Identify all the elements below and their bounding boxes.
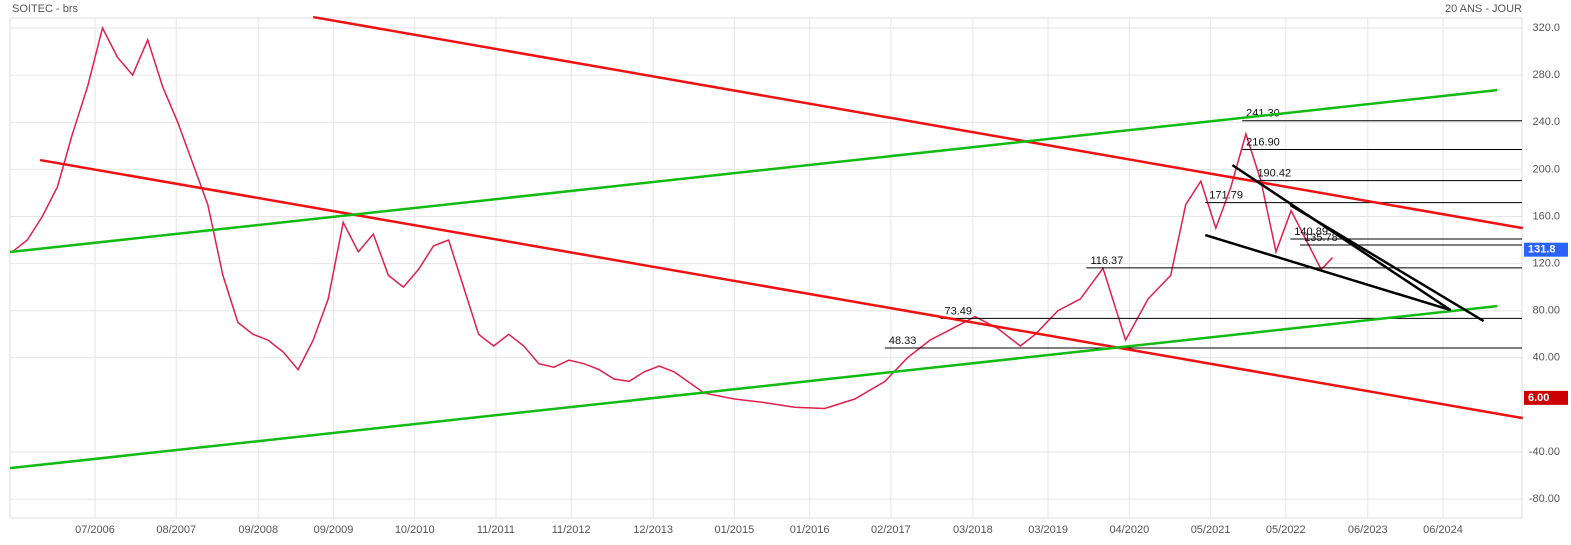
trend-line xyxy=(1231,164,1452,312)
x-tick-label: 07/2006 xyxy=(75,524,115,536)
trend-line xyxy=(1204,233,1451,312)
x-tick-label: 01/2015 xyxy=(715,524,755,536)
x-tick-label: 04/2020 xyxy=(1109,524,1149,536)
x-tick-label: 11/2011 xyxy=(477,524,515,536)
y-tick-label: -80.00 xyxy=(1529,493,1560,505)
price-line xyxy=(11,25,1333,410)
x-tick-label: 01/2016 xyxy=(790,524,830,536)
trend-line xyxy=(1289,203,1485,323)
x-tick-label: 05/2021 xyxy=(1191,524,1231,536)
trend-line xyxy=(39,158,1523,420)
trend-line xyxy=(312,15,1523,230)
level-label: 190.42 xyxy=(1257,168,1291,180)
chart-subtitle: 20 ANS - JOUR xyxy=(1445,3,1522,15)
y-tick-label: 120.0 xyxy=(1532,257,1560,269)
x-tick-label: 09/2009 xyxy=(314,524,354,536)
x-tick-label: 11/2012 xyxy=(552,524,591,536)
x-tick-label: 10/2010 xyxy=(395,524,435,536)
price-tag-label: 6.00 xyxy=(1528,392,1549,404)
x-tick-label: 08/2007 xyxy=(156,524,196,536)
level-label: 135.78 xyxy=(1304,232,1338,244)
y-tick-label: 40.00 xyxy=(1532,352,1560,364)
x-tick-label: 05/2022 xyxy=(1266,524,1306,536)
x-tick-label: 03/2019 xyxy=(1028,524,1068,536)
price-tag xyxy=(1524,390,1568,405)
level-label: 48.33 xyxy=(889,335,917,347)
level-label: 140.89 xyxy=(1294,226,1328,238)
y-tick-label: 280.0 xyxy=(1532,69,1560,81)
level-label: 216.90 xyxy=(1246,136,1280,148)
x-tick-label: 06/2024 xyxy=(1423,524,1463,536)
trend-line xyxy=(9,304,1498,470)
price-tag-label: 131.8 xyxy=(1528,244,1556,256)
y-tick-label: 80.00 xyxy=(1532,305,1560,317)
chart-title: SOITEC - brs xyxy=(12,3,79,15)
x-tick-label: 12/2013 xyxy=(633,524,673,536)
x-tick-label: 06/2023 xyxy=(1348,524,1388,536)
trend-line xyxy=(9,88,1498,254)
x-tick-label: 03/2018 xyxy=(953,524,993,536)
y-tick-label: 320.0 xyxy=(1532,22,1560,34)
level-label: 116.37 xyxy=(1090,255,1123,267)
y-tick-label: -40.00 xyxy=(1529,446,1560,458)
x-tick-label: 02/2017 xyxy=(871,524,911,536)
y-tick-label: 160.0 xyxy=(1532,210,1560,222)
y-tick-label: 200.0 xyxy=(1532,163,1560,175)
y-tick-label: 240.0 xyxy=(1532,116,1560,128)
level-label: 171.79 xyxy=(1209,189,1243,201)
price-tag xyxy=(1524,242,1568,257)
x-tick-label: 09/2008 xyxy=(238,524,278,536)
level-label: 73.49 xyxy=(945,305,973,317)
